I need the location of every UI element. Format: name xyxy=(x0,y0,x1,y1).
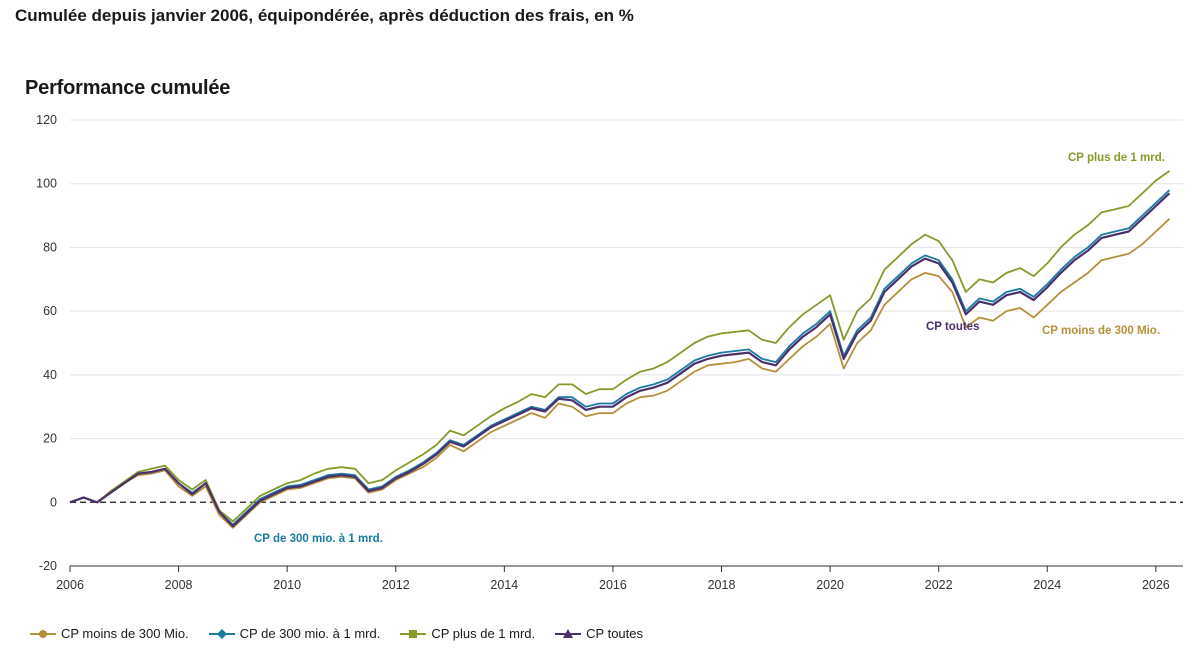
series-annotation: CP de 300 mio. à 1 mrd. xyxy=(254,533,383,545)
legend-label: CP de 300 mio. à 1 mrd. xyxy=(239,626,381,641)
x-tick-label: 2008 xyxy=(165,578,193,592)
x-tick-label: 2020 xyxy=(816,578,844,592)
y-tick-label: 40 xyxy=(43,368,57,382)
x-tick-label: 2026 xyxy=(1142,578,1170,592)
x-tick-label: 2024 xyxy=(1033,578,1061,592)
series-annotation: CP plus de 1 mrd. xyxy=(1068,152,1165,164)
x-tick-label: 2012 xyxy=(382,578,410,592)
legend-label: CP plus de 1 mrd. xyxy=(431,626,536,641)
legend-diamond-marker-icon xyxy=(208,628,235,639)
legend-circle-marker-icon xyxy=(30,629,56,638)
line-chart: -20 0 20 40 60 80 100 120 2006 2008 2010 2012 2014 20… xyxy=(36,113,1183,592)
x-tick-label: 2016 xyxy=(599,578,627,592)
series-line xyxy=(69,192,1171,528)
y-tick-label: 80 xyxy=(43,240,57,254)
legend-item[interactable]: CP moins de 300 Mio. xyxy=(30,626,189,641)
series-line xyxy=(69,170,1170,523)
legend-item[interactable]: CP toutes xyxy=(555,626,643,641)
legend-label: CP toutes xyxy=(586,626,644,641)
series-line xyxy=(69,189,1171,526)
chart-subtitle: Cumulée depuis janvier 2006, équipondéré… xyxy=(15,6,634,25)
x-tick-label: 2022 xyxy=(925,578,953,592)
series-line xyxy=(69,218,1171,529)
x-tick-label: 2014 xyxy=(490,578,518,592)
chart-legend: CP moins de 300 Mio. CP de 300 mio. à 1 … xyxy=(30,626,643,641)
legend-item[interactable]: CP de 300 mio. à 1 mrd. xyxy=(208,626,381,641)
series-annotation: CP toutes xyxy=(926,321,979,333)
legend-triangle-marker-icon xyxy=(555,628,582,638)
legend-label: CP moins de 300 Mio. xyxy=(61,626,189,641)
y-tick-label: 0 xyxy=(50,495,57,509)
y-tick-label: 100 xyxy=(36,177,57,191)
chart-title: Performance cumulée xyxy=(25,77,231,99)
y-tick-label: 60 xyxy=(43,304,57,318)
y-tick-label: 120 xyxy=(36,113,57,127)
legend-square-marker-icon xyxy=(400,629,427,638)
x-tick-label: 2010 xyxy=(273,578,301,592)
x-tick-label: 2018 xyxy=(708,578,736,592)
series-annotation: CP moins de 300 Mio. xyxy=(1042,325,1160,337)
y-tick-label: 20 xyxy=(43,432,57,446)
legend-item[interactable]: CP plus de 1 mrd. xyxy=(400,626,535,641)
y-tick-label: -20 xyxy=(39,559,57,573)
x-tick-label: 2006 xyxy=(56,578,84,592)
